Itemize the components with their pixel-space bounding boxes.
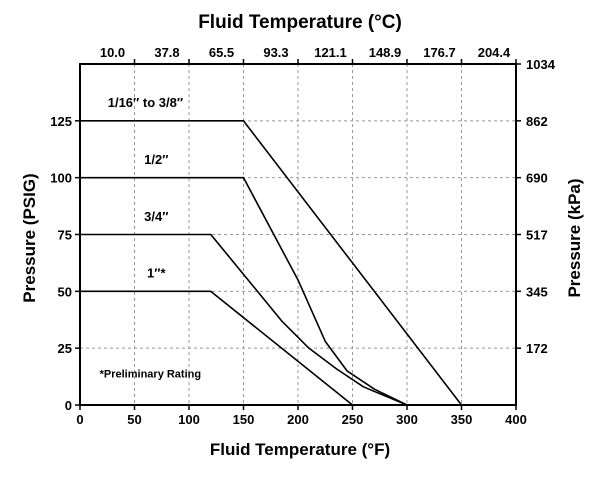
y-tick-label: 100 (50, 171, 72, 186)
x-tick-label: 400 (505, 412, 527, 427)
tick-labels: 0 50 100 150 200 250 300 350 400 0 25 50 75 100 125 10.… (50, 45, 555, 427)
series-line (80, 233, 408, 406)
x-axis-title: Fluid Temperature (°F) (210, 440, 390, 459)
top-tick-label: 121.1 (314, 45, 347, 60)
series-line (80, 290, 354, 406)
right-tick-label: 172 (526, 341, 548, 356)
x-tick-label: 250 (342, 412, 364, 427)
y-tick-label: 50 (58, 284, 72, 299)
right-tick-label: 862 (526, 114, 548, 129)
y-axis-title-left: Pressure (PSIG) (20, 173, 39, 302)
series-line (80, 176, 408, 406)
y-tick-label: 125 (50, 114, 72, 129)
top-tick-label: 10.0 (100, 45, 125, 60)
x-tick-label: 200 (287, 412, 309, 427)
right-tick-label: 517 (526, 228, 548, 243)
preliminary-rating-note: *Preliminary Rating (100, 369, 201, 381)
top-tick-label: 204.4 (478, 45, 511, 60)
right-tick-label: 690 (526, 171, 548, 186)
x-tick-label: 50 (127, 412, 141, 427)
chart-title: Fluid Temperature (°C) (198, 12, 402, 33)
top-tick-label: 176.7 (423, 45, 456, 60)
series-label: 1″* (147, 266, 166, 281)
series-lines (80, 120, 463, 406)
x-tick-label: 150 (233, 412, 255, 427)
series-label: 1/2″ (144, 152, 168, 167)
y-tick-label: 75 (58, 228, 72, 243)
x-tick-label: 100 (178, 412, 200, 427)
y-axis-title-right: Pressure (kPa) (565, 178, 584, 297)
y-tick-label: 0 (65, 398, 72, 413)
right-tick-label: 1034 (526, 57, 556, 72)
top-tick-label: 148.9 (369, 45, 402, 60)
top-tick-label: 65.5 (209, 45, 234, 60)
series-labels: 1/16″ to 3/8″ 1/2″ 3/4″ 1″* (108, 95, 183, 281)
y-tick-label: 25 (58, 341, 72, 356)
series-line (80, 120, 463, 406)
series-label: 1/16″ to 3/8″ (108, 95, 183, 110)
top-tick-label: 37.8 (154, 45, 179, 60)
x-tick-label: 350 (451, 412, 473, 427)
series-label: 3/4″ (144, 209, 168, 224)
x-tick-label: 0 (76, 412, 83, 427)
right-tick-label: 345 (526, 284, 548, 299)
x-tick-label: 300 (396, 412, 418, 427)
top-tick-label: 93.3 (263, 45, 288, 60)
